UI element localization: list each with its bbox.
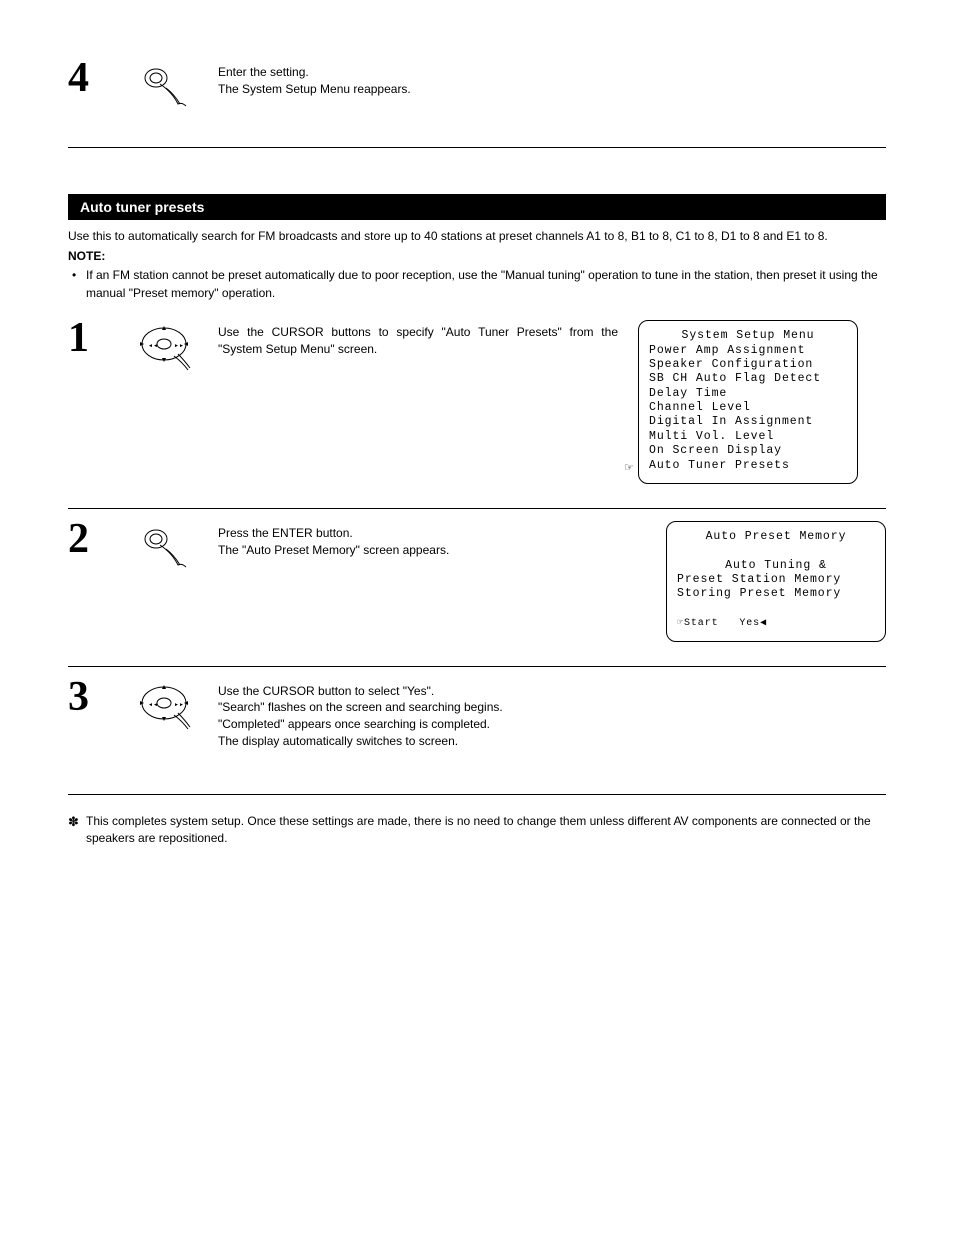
osd-line: Channel Level: [649, 401, 751, 414]
step-3-line1: Use the CURSOR button to select "Yes".: [218, 683, 866, 700]
svg-text:►►: ►►: [174, 343, 184, 349]
step-3-row: 3 ◄◄ ►► Use the CURSOR button to select …: [68, 679, 886, 760]
osd-line: Speaker Configuration: [649, 358, 813, 371]
step-4-line2: The System Setup Menu reappears.: [218, 81, 866, 98]
step-1-text: Use the CURSOR buttons to specify "Auto …: [218, 320, 638, 358]
osd-line: Multi Vol. Level: [649, 430, 774, 443]
svg-text:◄◄: ◄◄: [148, 702, 158, 708]
osd-line: On Screen Display: [649, 444, 782, 457]
osd-line: Storing Preset Memory: [677, 587, 841, 600]
step-4-number: 4: [68, 60, 138, 98]
step-4-row: 4 Enter the setting. The System Setup Me…: [68, 60, 886, 148]
section-header-bar: Auto tuner presets: [68, 194, 886, 220]
osd-title: Auto Preset Memory: [677, 530, 875, 544]
osd-line: Auto Tuner Presets: [649, 459, 790, 472]
osd-line: Auto Tuning &: [677, 559, 875, 573]
step-4-line1: Enter the setting.: [218, 64, 866, 81]
step-3-number: 3: [68, 679, 138, 717]
step-1-osd: System Setup MenuPower Amp Assignment Sp…: [638, 320, 858, 484]
step-2-text: Press the ENTER button. The "Auto Preset…: [218, 521, 666, 559]
step-2-row: 2 Press the ENTER button. The "Auto Pres…: [68, 521, 886, 667]
cursor-pad-icon: ◄◄ ►►: [138, 679, 218, 736]
osd-line: Preset Station Memory: [677, 573, 841, 586]
svg-text:◄◄: ◄◄: [148, 343, 158, 349]
osd-line: SB CH Auto Flag Detect: [649, 372, 821, 385]
footer-note: ✽ This completes system setup. Once thes…: [68, 794, 886, 848]
osd-system-setup-menu: System Setup MenuPower Amp Assignment Sp…: [638, 320, 858, 484]
step-4-text: Enter the setting. The System Setup Menu…: [218, 60, 886, 98]
pointer-icon: ☞: [624, 461, 634, 474]
enter-button-icon: [138, 521, 218, 578]
enter-button-icon: [138, 60, 218, 117]
osd-start-line: ☞Start Yes◀: [677, 618, 767, 629]
svg-text:►►: ►►: [174, 702, 184, 708]
note-item: • If an FM station cannot be preset auto…: [72, 267, 886, 302]
step-2-number: 2: [68, 521, 138, 559]
note-text: If an FM station cannot be preset automa…: [86, 267, 886, 302]
osd-auto-preset-memory: Auto Preset Memory Auto Tuning &Preset S…: [666, 521, 886, 642]
osd-line: Power Amp Assignment: [649, 344, 805, 357]
bullet-icon: •: [72, 267, 86, 302]
osd-line: Delay Time: [649, 387, 727, 400]
step-3-line4: The display automatically switches to sc…: [218, 733, 866, 750]
osd-title: System Setup Menu: [649, 329, 847, 343]
step-1-row: 1 ◄◄ ►► Use the CURSOR buttons to specif…: [68, 320, 886, 509]
section-intro: Use this to automatically search for FM …: [68, 228, 886, 245]
note-label: NOTE:: [68, 249, 886, 263]
footer-text: This completes system setup. Once these …: [86, 813, 886, 848]
step-2-line2: The "Auto Preset Memory" screen appears.: [218, 542, 646, 559]
step-1-number: 1: [68, 320, 138, 358]
note-list: • If an FM station cannot be preset auto…: [68, 267, 886, 302]
step-2-osd: Auto Preset Memory Auto Tuning &Preset S…: [666, 521, 886, 642]
step-2-line1: Press the ENTER button.: [218, 525, 646, 542]
osd-line: Digital In Assignment: [649, 415, 813, 428]
step-3-line3: "Completed" appears once searching is co…: [218, 716, 866, 733]
cursor-pad-icon: ◄◄ ►►: [138, 320, 218, 377]
step-3-text: Use the CURSOR button to select "Yes". "…: [218, 679, 886, 750]
step-3-line2: "Search" flashes on the screen and searc…: [218, 699, 866, 716]
reference-mark-icon: ✽: [68, 813, 86, 848]
